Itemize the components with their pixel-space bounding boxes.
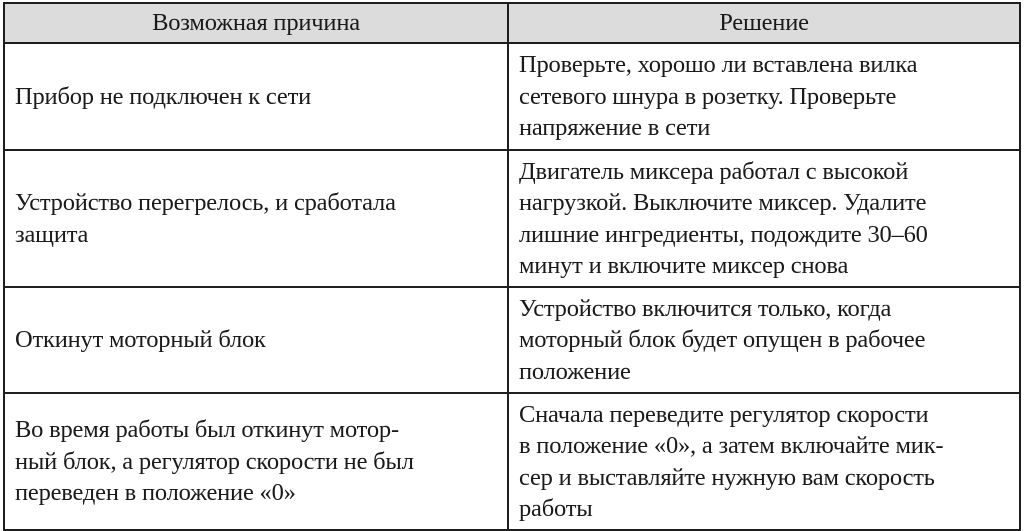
cause-cell: Устройство перегрелось, и сработала защи…: [3, 149, 509, 288]
solution-cell: Устройство включится только, когда мотор…: [507, 286, 1021, 394]
troubleshooting-table: Возможная причина Решение Прибор не подк…: [3, 2, 1021, 531]
table-row: Устройство перегрелось, и сработала защи…: [3, 149, 1021, 288]
header-row: Возможная причина Решение: [3, 2, 1021, 44]
cause-cell: Во время работы был откинут мотор- ный б…: [3, 392, 509, 531]
solution-cell: Проверьте, хорошо ли вставлена вилка сет…: [507, 42, 1021, 151]
solution-cell: Сначала переведите регулятор скорости в …: [507, 392, 1021, 531]
header-solution: Решение: [507, 2, 1021, 44]
cause-cell: Откинут моторный блок: [3, 286, 509, 394]
cause-cell: Прибор не подключен к сети: [3, 42, 509, 151]
header-cause: Возможная причина: [3, 2, 509, 44]
table-row: Во время работы был откинут мотор- ный б…: [3, 392, 1021, 531]
table-row: Прибор не подключен к сети Проверьте, хо…: [3, 42, 1021, 151]
table-row: Откинут моторный блок Устройство включит…: [3, 286, 1021, 394]
solution-cell: Двигатель миксера работал с высокой нагр…: [507, 149, 1021, 288]
